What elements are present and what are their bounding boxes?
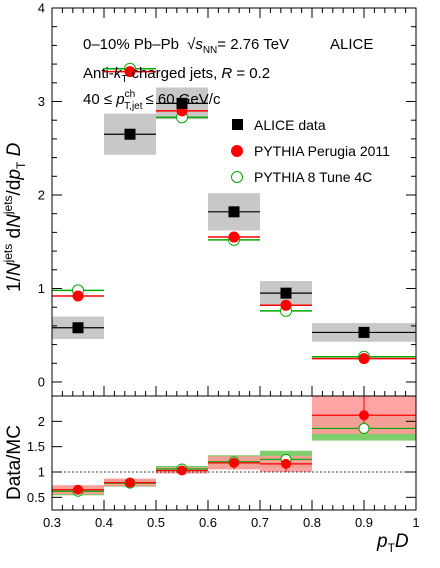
legend-label-perugia: PYTHIA Perugia 2011 bbox=[254, 143, 390, 159]
bot-ytick-label-3: 2 bbox=[38, 414, 45, 429]
top-panel: 0 1 2 3 4 1/Njets dNjets/dpT D 0–10% Pb–Pb √… bbox=[1, 1, 417, 397]
bottom-frame bbox=[51, 395, 417, 511]
legend-label-alice: ALICE data bbox=[254, 117, 326, 133]
top-ytick-label-2: 2 bbox=[38, 187, 45, 202]
bot-ytick-label-1: 1 bbox=[38, 465, 45, 480]
data-point-2 bbox=[176, 97, 188, 109]
top-ytick-label-3: 3 bbox=[38, 94, 45, 109]
legend-marker-alice bbox=[232, 119, 243, 130]
data-point-3 bbox=[228, 206, 240, 218]
annotation-alice: ALICE bbox=[330, 36, 373, 53]
legend: ALICE data PYTHIA Perugia 2011 PYTHIA 8 … bbox=[231, 117, 390, 185]
perugia-ratio-point-0 bbox=[73, 484, 83, 495]
perugia-ratio-point-4 bbox=[281, 458, 291, 469]
top-ytick-label-1: 1 bbox=[38, 281, 45, 296]
legend-marker-perugia bbox=[231, 145, 243, 157]
bot-xtick-label-3: 0.6 bbox=[199, 515, 217, 530]
perugia-ratio-point-2 bbox=[177, 465, 187, 476]
bot-xtick-label-7: 1 bbox=[412, 515, 419, 530]
annotation-line2: Anti-kT charged jets, R = 0.2 bbox=[83, 65, 270, 85]
bot-xtick-label-6: 0.9 bbox=[355, 515, 373, 530]
annotation-line1: 0–10% Pb–Pb √sNN= 2.76 TeV bbox=[83, 36, 289, 56]
perugia-point-1 bbox=[124, 66, 136, 78]
perugia-ratio-point-5 bbox=[359, 410, 369, 421]
bot-xtick-label-5: 0.8 bbox=[303, 515, 321, 530]
perugia-point-0 bbox=[72, 290, 84, 302]
legend-label-tune4c: PYTHIA 8 Tune 4C bbox=[254, 169, 372, 185]
bot-xtick-label-1: 0.4 bbox=[95, 515, 113, 530]
bot-xtick-label-2: 0.5 bbox=[147, 515, 165, 530]
bot-ytick-label-0: 0.5 bbox=[27, 490, 45, 505]
perugia-point-3 bbox=[228, 231, 240, 243]
top-ylabel: 1/Njets dNjets/dpT D bbox=[1, 142, 28, 292]
tune4c-ratio-point-5 bbox=[358, 422, 370, 434]
perugia-point-5 bbox=[358, 353, 370, 365]
data-point-0 bbox=[72, 322, 84, 334]
top-ytick-label-4: 4 bbox=[38, 1, 45, 16]
legend-marker-tune4c bbox=[231, 171, 243, 183]
data-point-1 bbox=[124, 128, 136, 140]
data-point-5 bbox=[358, 326, 370, 338]
perugia-point-4 bbox=[280, 299, 292, 311]
top-ytick-label-0: 0 bbox=[38, 374, 45, 389]
perugia-ratio-point-3 bbox=[229, 457, 239, 468]
bot-ytick-label-2: 1.5 bbox=[27, 439, 45, 454]
annotation-line3: 40 ≤ pch T,jet ≤ 60 GeV/c bbox=[83, 89, 221, 112]
bottom-ylabel: Data/MC bbox=[4, 425, 25, 500]
bottom-xlabel: pTD bbox=[376, 531, 409, 555]
bottom-panel: 0.511.52 0.3 0.4 0.5 0.6 0.7 0.8 0.9 1 Data/MC … bbox=[4, 395, 420, 555]
perugia-ratio-point-1 bbox=[125, 477, 135, 488]
bot-xtick-label-0: 0.3 bbox=[43, 515, 61, 530]
bot-xtick-label-4: 0.7 bbox=[251, 515, 269, 530]
data-point-4 bbox=[280, 287, 292, 299]
